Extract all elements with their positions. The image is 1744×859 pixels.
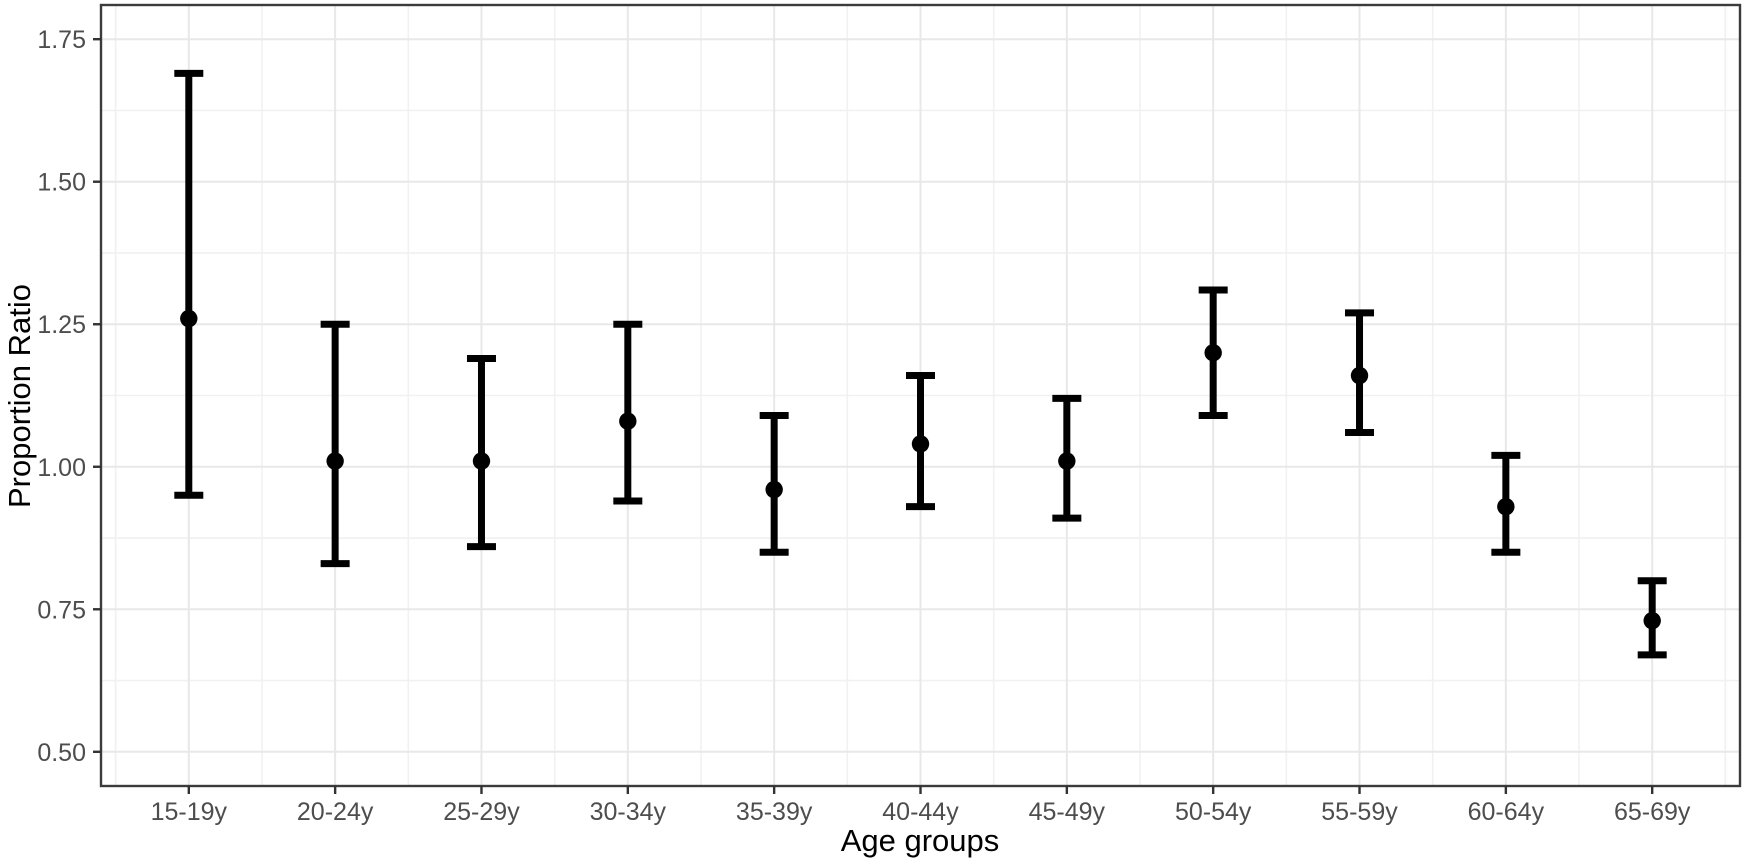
- y-axis-tick-label: 1.25: [37, 311, 86, 339]
- x-axis-tick-label: 55-59y: [1321, 798, 1398, 826]
- x-axis-tick-label: 60-64y: [1468, 798, 1545, 826]
- point-estimate: [1643, 611, 1661, 630]
- point-estimate: [765, 480, 783, 499]
- x-axis-tick-label: 25-29y: [443, 798, 520, 826]
- point-estimate: [911, 435, 930, 453]
- x-axis-tick-label: 65-69y: [1614, 798, 1691, 826]
- x-axis-tick-label: 45-49y: [1029, 798, 1106, 826]
- x-axis-tick-label: 30-34y: [590, 798, 667, 826]
- point-estimate: [1204, 344, 1222, 362]
- point-estimate: [472, 452, 491, 470]
- point-estimate: [619, 412, 637, 430]
- x-axis-tick-label: 35-39y: [736, 798, 813, 826]
- point-estimate: [326, 452, 344, 470]
- x-axis-tick-label: 15-19y: [151, 798, 228, 826]
- point-estimate: [1497, 497, 1515, 516]
- y-axis-tick-label: 1.50: [37, 169, 86, 197]
- x-axis-tick-label: 20-24y: [297, 798, 374, 826]
- point-estimate: [180, 309, 198, 328]
- x-axis-tick-label: 50-54y: [1175, 798, 1252, 826]
- x-axis-tick-label: 40-44y: [882, 798, 959, 826]
- y-axis-title: Proportion Ratio: [2, 283, 37, 509]
- point-estimate: [1350, 366, 1369, 385]
- y-axis-tick-label: 1.75: [37, 26, 86, 54]
- y-axis-tick-label: 0.75: [37, 596, 86, 624]
- y-axis-tick-label: 0.50: [37, 739, 86, 767]
- y-axis-tick-label: 1.00: [37, 454, 86, 482]
- x-axis-title: Age groups: [840, 823, 1000, 858]
- point-estimate: [1058, 452, 1076, 470]
